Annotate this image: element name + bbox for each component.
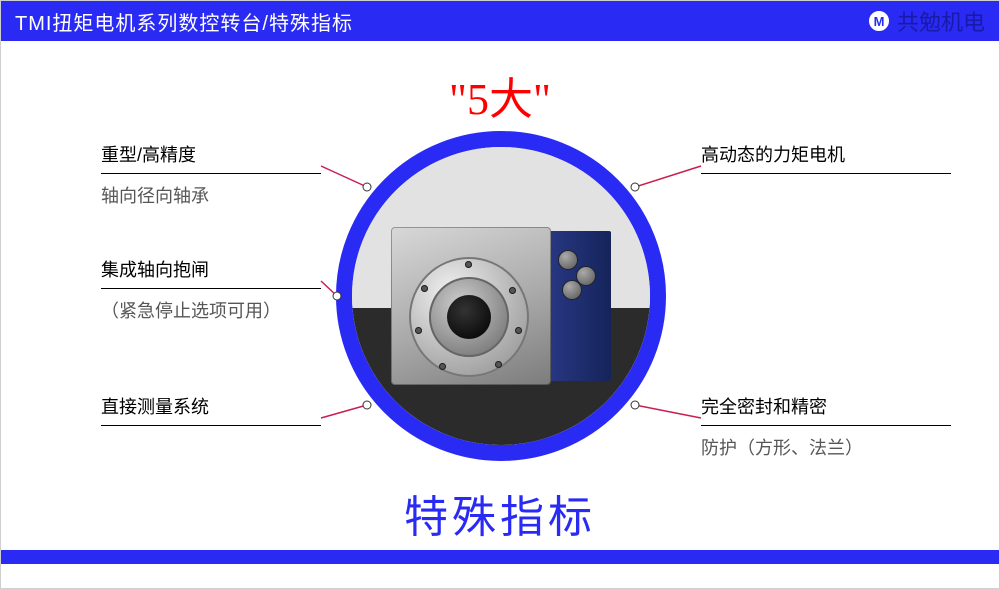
callout-line1: 完全密封和精密 <box>701 393 951 426</box>
page: TMI扭矩电机系列数控转台/特殊指标 M 共勉机电 "5大" <box>0 0 1000 589</box>
header-title: TMI扭矩电机系列数控转台/特殊指标 <box>15 7 353 36</box>
device-side <box>541 231 611 381</box>
connector-icon <box>577 267 595 285</box>
device-front <box>391 227 551 385</box>
device-bore <box>447 295 491 339</box>
connector-icon <box>559 251 577 269</box>
header-bar: TMI扭矩电机系列数控转台/特殊指标 <box>1 1 999 41</box>
hero-bottom-label: 特殊指标 <box>1 481 999 545</box>
callout-line2: 轴向径向轴承 <box>101 186 209 206</box>
brand: M 共勉机电 <box>867 5 985 37</box>
bolt-icon <box>509 287 516 294</box>
callout-left-3: 直接测量系统 <box>101 393 321 434</box>
callout-left-1: 重型/高精度 轴向径向轴承 <box>101 141 321 208</box>
bolt-icon <box>515 327 522 334</box>
callout-left-2: 集成轴向抱闸 （紧急停止选项可用） <box>101 256 321 323</box>
callout-line1: 集成轴向抱闸 <box>101 256 321 289</box>
callout-line1: 高动态的力矩电机 <box>701 141 951 174</box>
callout-right-2: 完全密封和精密 防护（方形、法兰） <box>701 393 951 460</box>
footer-bar <box>1 550 999 564</box>
callout-line1: 直接测量系统 <box>101 393 321 426</box>
brand-logo-icon: M <box>867 9 891 33</box>
bolt-icon <box>439 363 446 370</box>
device-flange-inner <box>429 277 509 357</box>
device-flange <box>409 257 529 377</box>
product-ring <box>336 131 666 461</box>
bolt-icon <box>415 327 422 334</box>
callout-line2: 防护（方形、法兰） <box>701 438 863 458</box>
product-illustration <box>391 217 611 387</box>
connector-icon <box>563 281 581 299</box>
callout-right-1: 高动态的力矩电机 <box>701 141 951 182</box>
hero-top-label: "5大" <box>1 63 999 127</box>
callout-line2: （紧急停止选项可用） <box>101 301 281 321</box>
bolt-icon <box>465 261 472 268</box>
bolt-icon <box>495 361 502 368</box>
brand-name: 共勉机电 <box>897 5 985 37</box>
bolt-icon <box>421 285 428 292</box>
callout-line1: 重型/高精度 <box>101 141 321 174</box>
